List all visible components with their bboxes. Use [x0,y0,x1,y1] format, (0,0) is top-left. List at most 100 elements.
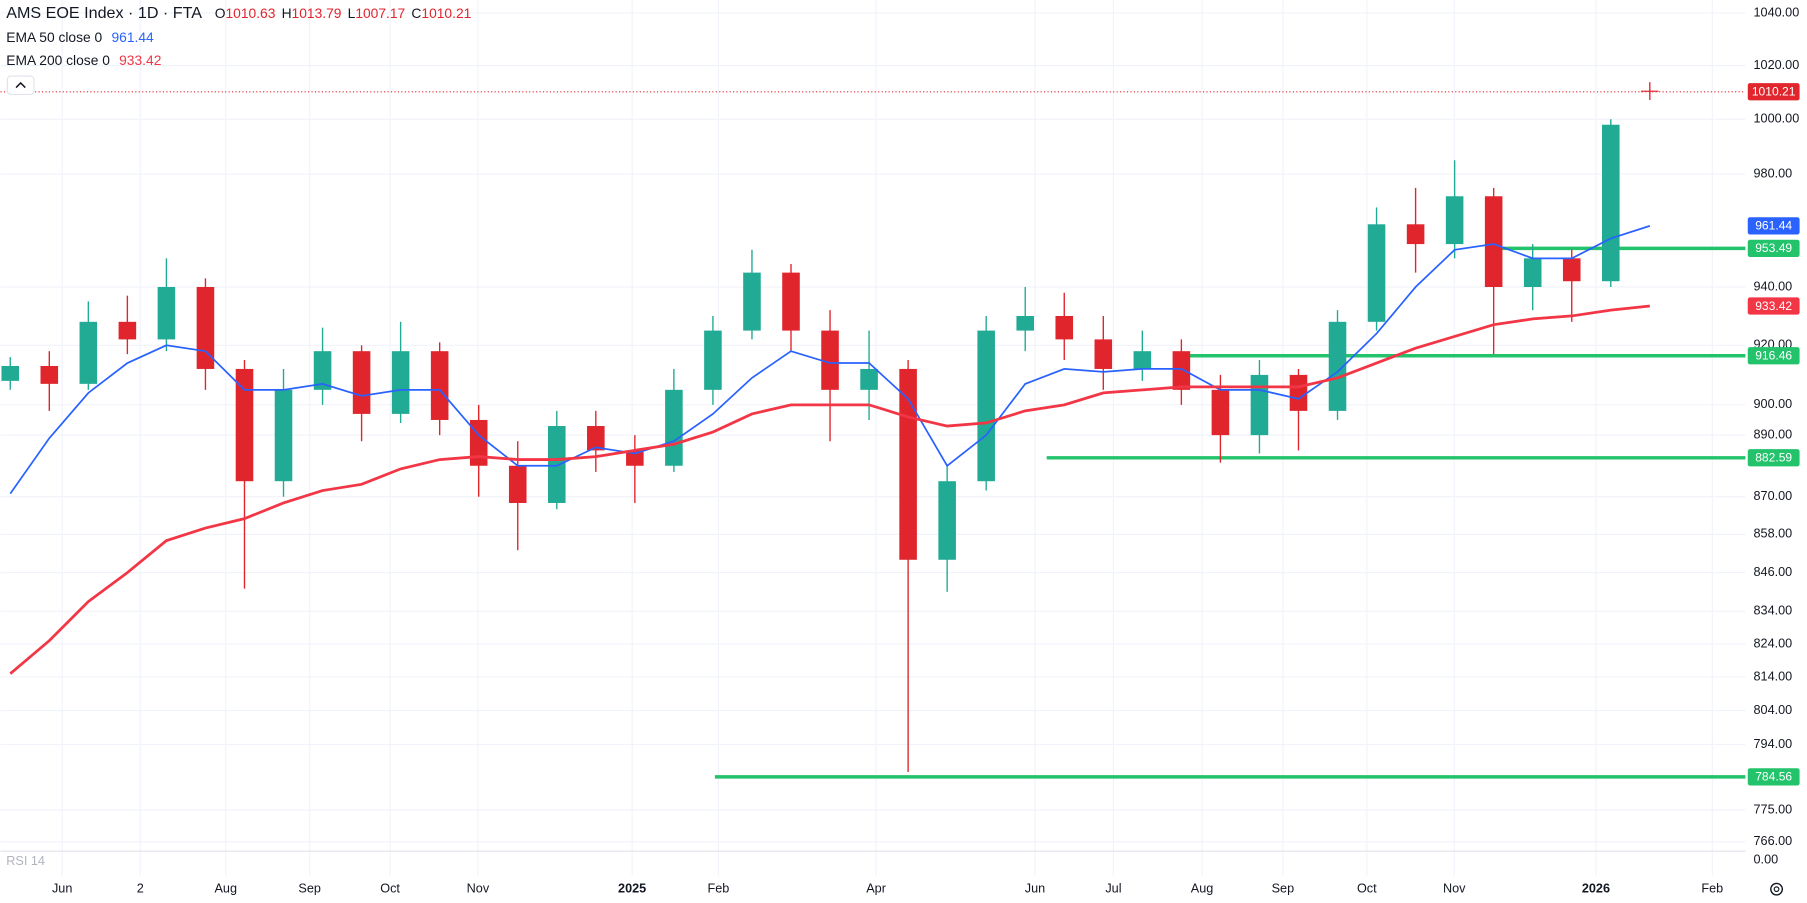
candle-body [430,351,449,420]
candle-body [1172,351,1191,390]
candle-body [1055,315,1074,340]
candle-body [626,450,644,466]
candle-body [1484,196,1503,287]
candle-body [743,272,761,331]
candle-body [1250,374,1269,436]
candle-body [1601,124,1620,282]
y-tick-label: 824.00 [1754,636,1793,650]
ohlc-value: 1010.21 [421,4,471,20]
ema-line [9,304,1651,675]
candle [157,258,176,352]
candle [1367,207,1386,331]
y-tick-label: 870.00 [1754,489,1793,503]
collapse-icon [15,81,26,89]
candle-body [1523,258,1542,287]
candle-body [79,321,98,384]
candle-body [352,351,371,414]
candle [430,342,449,436]
x-tick-label: Aug [214,882,237,896]
candle [469,404,488,497]
candle-body [274,389,293,482]
candle-body [313,351,332,390]
candle [313,327,332,405]
candle [626,435,644,503]
gear[interactable] [1770,882,1784,896]
candle [1406,187,1425,273]
candle [1133,330,1152,381]
y-tick-label: 794.00 [1754,737,1793,751]
x-tick-label: Sep [1272,882,1295,896]
candle [821,310,839,442]
price-tag [1747,768,1800,786]
x-tick-label: Nov [467,882,490,896]
candle [704,315,722,405]
y-tick-label: 804.00 [1754,703,1793,717]
candle-body [899,368,917,560]
candle-body [235,368,254,482]
collapse-button[interactable] [6,75,35,96]
ohlc-value: 1010.63 [225,4,275,20]
candle [40,351,59,411]
x-tick-label: Sep [298,882,321,896]
candle [665,368,683,472]
price-tag [1747,239,1800,258]
price-tag [1747,449,1800,467]
price-tag-label: 882.59 [1755,451,1792,465]
candle-body [508,465,527,503]
candle-body [1016,315,1035,331]
ohlc-value: 1007.17 [355,4,405,20]
price-tag [1747,217,1800,235]
price-tag-label: 1010.21 [1752,85,1796,99]
x-tick-label: Feb [1701,882,1723,896]
candle-body [391,351,410,414]
candle [1562,249,1581,322]
x-tick-label: Feb [707,882,729,896]
ohlc-label: H [282,4,292,20]
ohlc-label: C [411,4,421,20]
ohlc-value: 1013.79 [292,4,342,20]
ema-line [9,225,1651,495]
settings-icon[interactable] [1770,882,1784,896]
candle-body [977,330,995,482]
legend-name: EMA 50 close 0 [6,29,102,45]
candle [118,295,137,355]
candle-body [1367,224,1386,322]
ohlc-label: L [348,4,356,20]
candle-body [547,426,566,503]
y-tick-label: 1000.00 [1754,112,1800,126]
legend-value: 961.44 [111,29,154,45]
candle [1484,187,1503,355]
legend-entry[interactable]: EMA 50 close 0 961.44 [6,29,154,45]
ohlc-label: O [215,4,226,20]
x-tick-label: Oct [1357,882,1377,896]
candle [1289,368,1308,451]
candle [235,360,254,589]
legend-value: 933.42 [119,52,161,68]
candle [1016,286,1035,352]
x-tick-label: Apr [866,882,886,896]
gear-center [1773,886,1780,893]
y-tick-label: 1040.00 [1754,5,1800,19]
candle-body [1094,339,1113,369]
x-tick-label: Jun [1025,882,1045,896]
legend-entry[interactable]: EMA 200 close 0 933.42 [6,52,161,68]
candle-body [118,321,137,340]
candle-body [469,419,488,466]
candle-body [1211,389,1230,436]
candle-body [1562,258,1581,282]
candle-body [665,389,683,466]
candle [587,410,605,472]
y-tick-label: 834.00 [1754,604,1793,618]
price-tag-label: 953.49 [1755,241,1792,255]
price-tag-label: 916.46 [1755,348,1792,362]
candle-body [1,365,20,381]
y-tick-label: 766.00 [1754,834,1793,848]
candle [938,465,956,592]
candle [977,315,995,491]
candle-body [1133,351,1152,369]
candle-body [1445,196,1464,245]
x-tick-label: Jun [52,882,72,896]
candle-body [196,286,215,369]
candle [196,278,215,390]
